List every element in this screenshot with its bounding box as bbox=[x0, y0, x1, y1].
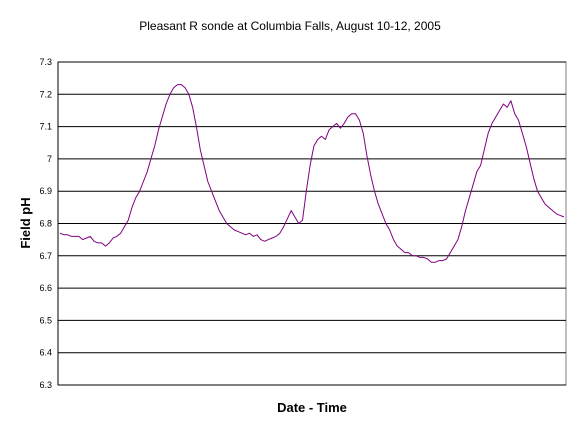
y-tick-label: 7.1 bbox=[39, 122, 52, 132]
y-tick-label: 7.3 bbox=[39, 57, 52, 67]
y-tick-label: 6.3 bbox=[39, 380, 52, 390]
y-tick-label: 7.2 bbox=[39, 89, 52, 99]
gridlines bbox=[58, 61, 566, 354]
y-tick-label: 7 bbox=[47, 154, 52, 164]
y-axis-label: Field pH bbox=[18, 197, 33, 248]
y-tick-label: 6.7 bbox=[39, 251, 52, 261]
y-tick-label: 6.9 bbox=[39, 186, 52, 196]
y-tick-label: 6.8 bbox=[39, 219, 52, 229]
x-axis-label: Date - Time bbox=[277, 400, 347, 415]
y-tick-label: 6.5 bbox=[39, 315, 52, 325]
plot-area bbox=[57, 61, 567, 386]
y-tick-label: 6.4 bbox=[39, 348, 52, 358]
y-tick-labels: 6.3 6.4 6.5 6.6 6.7 6.8 6.9 7 7.1 7.2 7.3 bbox=[39, 57, 52, 390]
chart-title: Pleasant R sonde at Columbia Falls, Augu… bbox=[139, 19, 441, 33]
series-layer bbox=[59, 84, 565, 263]
series-line-0 bbox=[59, 84, 565, 263]
y-tick-label: 6.6 bbox=[39, 283, 52, 293]
